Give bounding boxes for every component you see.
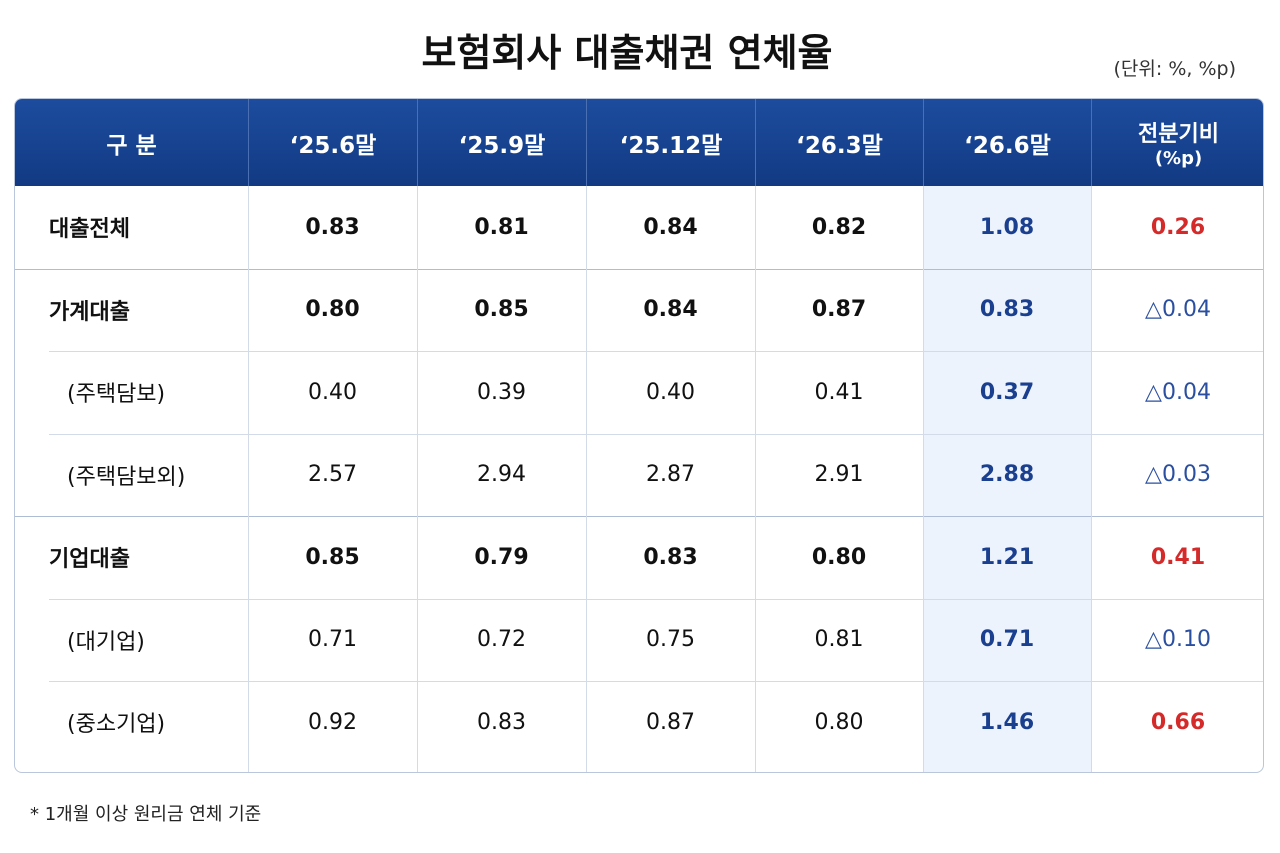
cell: 2.91 (814, 462, 864, 488)
cell: 0.72 (477, 627, 526, 653)
cell: 0.80 (305, 297, 360, 323)
cell: 0.83 (477, 709, 526, 735)
cell: 1.21 (979, 544, 1035, 570)
cell: 0.37 (979, 379, 1035, 405)
cell: 0.40 (308, 379, 357, 405)
title: 보험회사 대출채권 연체율 (421, 31, 833, 75)
row-border (15, 516, 1263, 517)
header-cell: ‘25.9말 (417, 99, 586, 186)
cell: 0.85 (305, 544, 360, 570)
header-cell: ‘26.6말 (923, 99, 1091, 186)
row-border (15, 268, 1263, 270)
header-line: (%p) (1154, 148, 1203, 169)
column-border (417, 186, 418, 772)
row-label: (대기업) (67, 629, 145, 655)
cell: 0.83 (305, 214, 360, 240)
cell: 0.81 (814, 627, 864, 653)
cell: 0.75 (646, 627, 695, 653)
cell: 0.92 (308, 709, 357, 735)
column-border (755, 186, 756, 772)
unit-note: (단위: %, %p) (1113, 58, 1236, 80)
row-border (49, 598, 1263, 600)
cell: 2.88 (979, 462, 1035, 488)
cell: 0.71 (308, 627, 357, 653)
cell: 0.82 (811, 214, 867, 240)
cell: 0.39 (477, 379, 526, 405)
cell: 0.80 (811, 544, 867, 570)
header-cell: 구 분 (106, 132, 157, 159)
row-label: (주택담보외) (67, 464, 186, 490)
highlight-column (923, 186, 1091, 772)
cell: 0.80 (814, 709, 864, 735)
cell: △0.03 (1145, 462, 1211, 488)
row-label: (주택담보) (67, 382, 166, 408)
row-border (49, 681, 1263, 682)
cell: 0.40 (646, 379, 695, 405)
row-label: (중소기업) (67, 712, 166, 738)
column-border (586, 186, 587, 772)
column-border (248, 186, 249, 772)
header-cell: 전분기비 (%p) (1091, 99, 1263, 186)
header-cell: ‘26.3말 (755, 99, 923, 186)
cell: 2.94 (477, 462, 526, 488)
cell: 0.83 (979, 297, 1035, 323)
cell: 2.57 (308, 462, 357, 488)
column-border (1091, 186, 1092, 772)
header-line: 전분기비 (1138, 122, 1219, 147)
row-border (49, 351, 1263, 352)
row-label: 가계대출 (49, 299, 130, 325)
cell: △0.10 (1145, 627, 1211, 653)
header-cell: ‘25.6말 (248, 99, 417, 186)
cell: △0.04 (1145, 379, 1211, 405)
footnote: * 1개월 이상 원리금 연체 기준 (30, 804, 262, 825)
cell: 0.79 (474, 544, 529, 570)
cell: 0.84 (643, 297, 698, 323)
cell: 1.46 (979, 709, 1035, 735)
table: 구 분 ‘25.6말 ‘25.9말 ‘25.12말 ‘26.3말 ‘26.6말 전분기비 (%… (14, 98, 1264, 773)
cell: 0.71 (979, 627, 1035, 653)
cell: 0.84 (643, 214, 698, 240)
row-border (49, 433, 1263, 435)
cell: 0.81 (474, 214, 529, 240)
cell: 0.26 (1150, 214, 1206, 240)
header-bg (15, 99, 1263, 186)
cell: 0.87 (646, 709, 695, 735)
cell: 0.85 (474, 297, 529, 323)
cell: 0.41 (814, 379, 864, 405)
row-label: 대출전체 (49, 217, 130, 243)
cell: 0.41 (1150, 544, 1206, 570)
cell: 0.87 (811, 297, 867, 323)
cell: 0.66 (1150, 709, 1206, 735)
column-border (923, 186, 924, 772)
header-cell: ‘25.12말 (586, 99, 755, 186)
cell: 1.08 (979, 214, 1035, 240)
cell: 0.83 (643, 544, 698, 570)
cell: 2.87 (646, 462, 695, 488)
row-label: 기업대출 (49, 547, 130, 573)
cell: △0.04 (1145, 297, 1211, 323)
